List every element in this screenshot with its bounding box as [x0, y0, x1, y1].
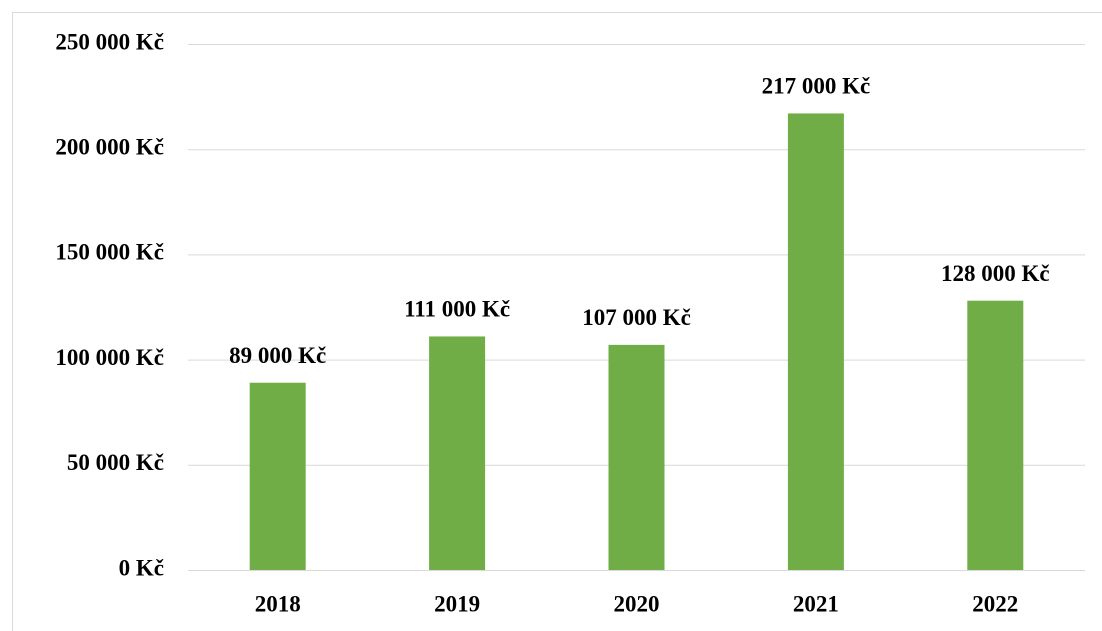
data-label: 107 000 Kč [582, 305, 691, 330]
y-tick-label: 100 000 Kč [55, 345, 164, 370]
bar [429, 336, 486, 570]
data-label: 217 000 Kč [762, 74, 871, 99]
x-tick-label: 2021 [793, 591, 839, 616]
y-tick-label: 150 000 Kč [55, 240, 164, 265]
x-tick-label: 2018 [255, 591, 301, 616]
data-label: 128 000 Kč [941, 261, 1050, 286]
data-label: 111 000 Kč [404, 297, 510, 322]
y-tick-label: 0 Kč [119, 555, 164, 580]
y-tick-label: 250 000 Kč [55, 29, 164, 54]
bar [249, 382, 306, 570]
bar [967, 300, 1024, 570]
data-label: 89 000 Kč [229, 343, 326, 368]
x-tick-label: 2022 [972, 591, 1018, 616]
x-tick-label: 2020 [614, 591, 660, 616]
y-tick-label: 200 000 Kč [55, 134, 164, 159]
y-tick-label: 50 000 Kč [67, 450, 164, 475]
x-tick-label: 2019 [434, 591, 480, 616]
bar [608, 344, 665, 570]
chart-border [12, 12, 1102, 631]
bar [787, 113, 844, 570]
